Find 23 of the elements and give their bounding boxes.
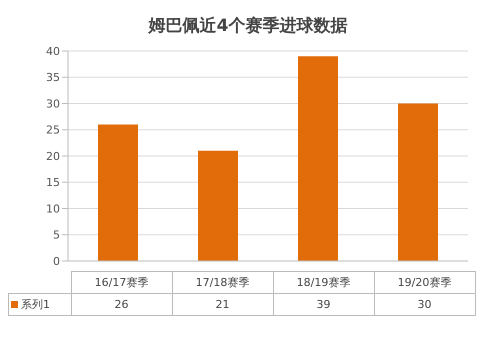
y-tick-label: 35 [46,71,60,84]
data-label: 30 [374,294,475,316]
y-tick-label: 10 [46,202,60,216]
y-tick-label: 25 [46,124,60,137]
y-tick-label: 5 [53,228,60,242]
data-label: 39 [273,294,374,316]
bar [298,56,338,261]
data-label: 21 [172,294,273,316]
y-tick-label: 20 [46,150,60,163]
bar [198,150,238,261]
x-tick-label: 16/17赛季 [71,272,172,294]
y-tick-label: 15 [46,176,60,190]
legend-label: 系列1 [8,294,71,316]
x-tick-label: 19/20赛季 [374,272,475,294]
bar [398,104,438,261]
y-tick-label: 40 [46,44,60,58]
chart-title: 姆巴佩近4个赛季进球数据 [147,15,348,38]
x-tick-label: 18/19赛季 [273,272,374,294]
bar [98,124,138,261]
y-tick-label: 30 [46,97,60,110]
data-label: 26 [71,294,172,316]
y-tick-label: 0 [53,254,60,268]
x-tick-label: 17/18赛季 [172,272,273,294]
